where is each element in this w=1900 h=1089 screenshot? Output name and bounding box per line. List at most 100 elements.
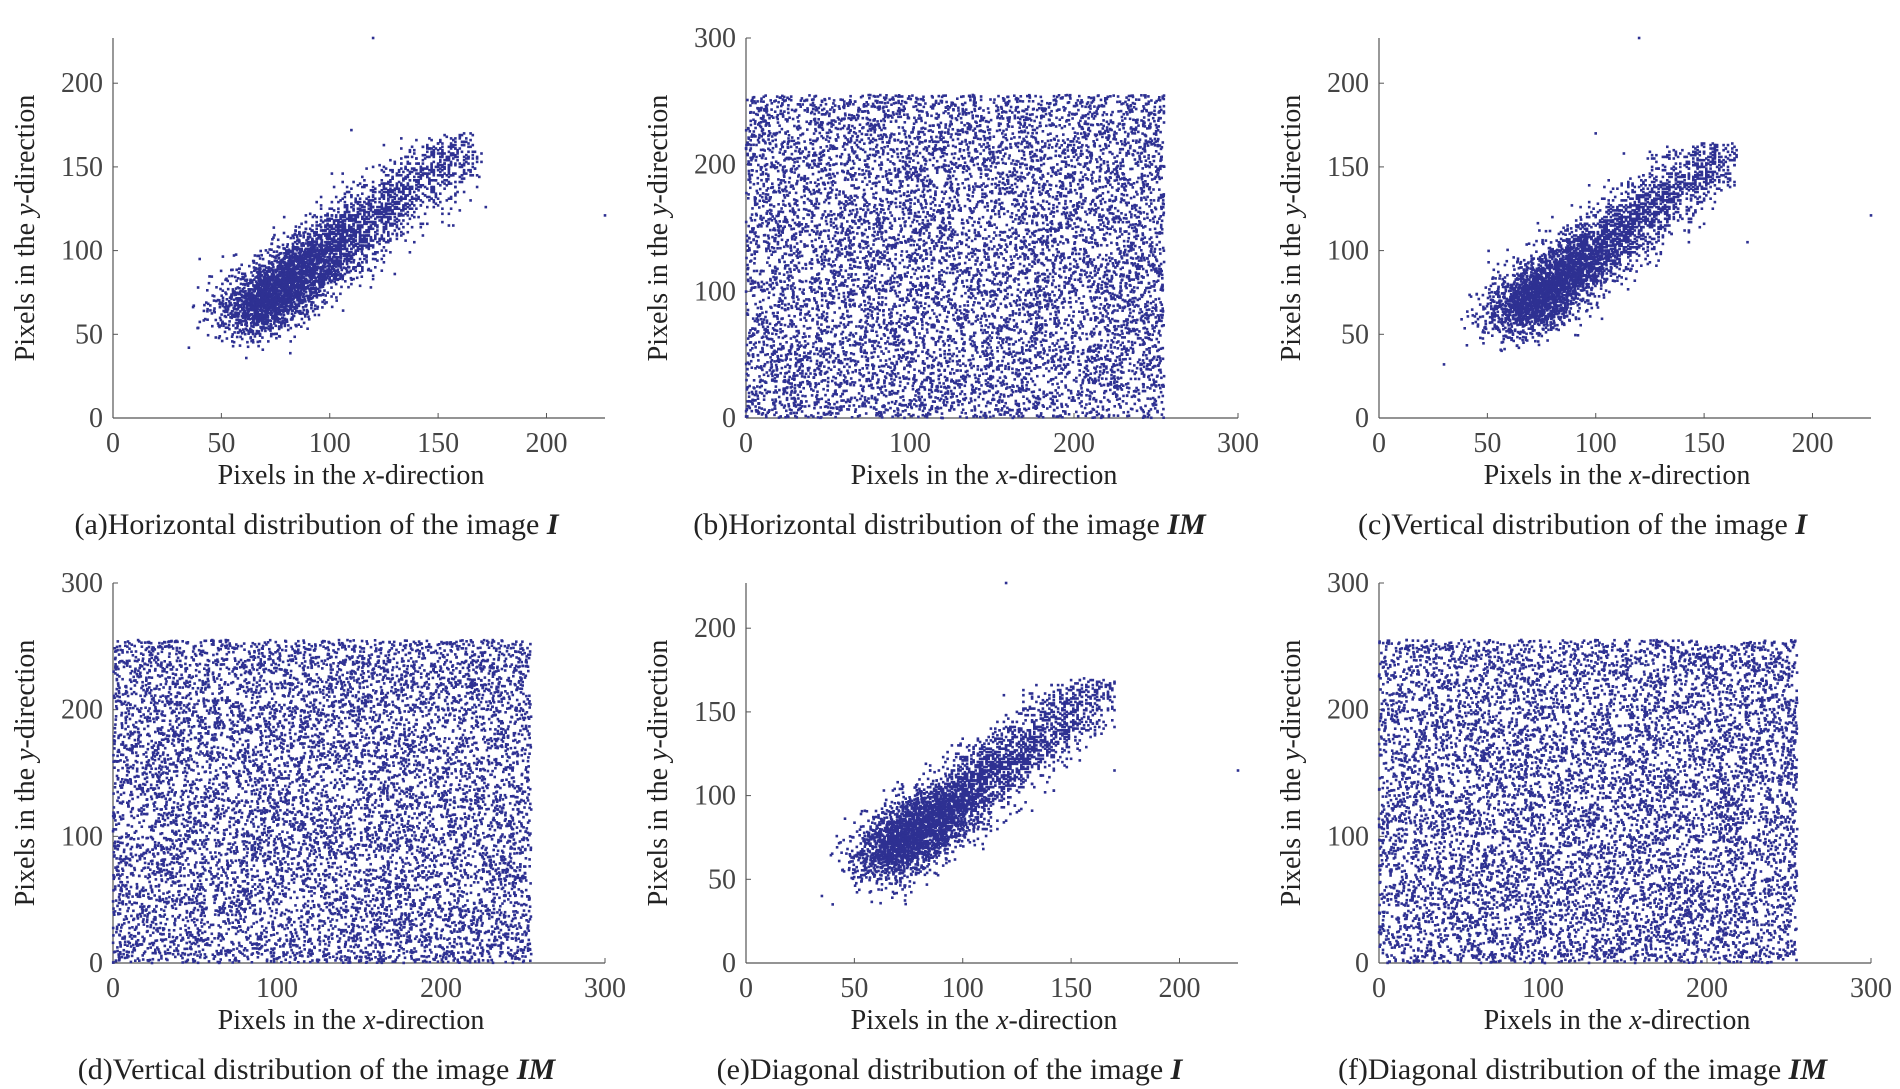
scatter-point [330, 200, 334, 204]
scatter-point [402, 190, 405, 194]
scatter-point [290, 318, 294, 321]
scatter-point [454, 155, 457, 159]
scatter-point [339, 251, 342, 254]
scatter-point [264, 290, 267, 293]
scatter-point [349, 276, 353, 280]
scatter-point [395, 194, 399, 197]
scatter-point [252, 308, 255, 312]
scatter-point [413, 152, 416, 155]
scatter-point [979, 172, 983, 176]
scatter-point [343, 230, 347, 234]
scatter-point [387, 232, 390, 236]
scatter-point [452, 145, 455, 149]
scatter-point [347, 227, 351, 231]
scatter-point [382, 165, 386, 169]
scatter-point [426, 155, 429, 159]
scatter-point [265, 281, 268, 284]
scatter-point [380, 207, 384, 210]
scatter-point [950, 116, 954, 120]
scatter-point [285, 262, 288, 265]
scatter-point [389, 222, 392, 226]
scatter-point [1033, 119, 1036, 123]
scatter-point [337, 210, 340, 214]
scatter-point [298, 273, 302, 276]
scatter-point [315, 200, 318, 204]
scatter-point [332, 209, 336, 212]
scatter-point [267, 303, 271, 306]
scatter-point [389, 224, 392, 227]
scatter-point [251, 259, 255, 263]
scatter-point [315, 294, 318, 298]
scatter-point [371, 257, 375, 261]
scatter-point [210, 312, 214, 315]
scatter-point [334, 244, 338, 247]
scatter-point [324, 214, 327, 217]
scatter-point [332, 269, 336, 272]
scatter-point [471, 157, 475, 160]
scatter-point [293, 284, 297, 287]
scatter-point [897, 344, 900, 347]
scatter-point [271, 293, 275, 296]
scatter-point [469, 138, 472, 142]
scatter-point [252, 325, 255, 329]
scatter-point [278, 260, 282, 263]
scatter-point [255, 309, 259, 313]
scatter-point [1079, 171, 1083, 174]
scatter-point [387, 217, 390, 221]
scatter-point [337, 271, 340, 274]
scatter-point [391, 184, 394, 187]
scatter-point [286, 235, 290, 238]
scatter-point [391, 204, 394, 207]
scatter-point [955, 266, 959, 270]
scatter-point [890, 132, 893, 136]
scatter-point [324, 269, 327, 272]
scatter-point [251, 329, 255, 333]
scatter-point [460, 140, 464, 144]
scatter-point [301, 301, 305, 304]
scatter-point [293, 253, 296, 256]
scatter-point [397, 187, 401, 190]
scatter-point [454, 180, 457, 184]
scatter-point [358, 225, 362, 229]
scatter-point [478, 175, 481, 179]
scatter-point [206, 318, 209, 321]
scatter-point [387, 230, 390, 234]
scatter-point [374, 209, 377, 212]
scatter-point [289, 307, 292, 310]
scatter-point [428, 177, 431, 180]
scatter-point [299, 271, 303, 274]
scatter-point [380, 210, 384, 214]
scatter-point [329, 268, 333, 272]
scatter-point [961, 408, 965, 411]
scatter-point [1111, 170, 1114, 174]
scatter-point [400, 199, 403, 202]
scatter-point [310, 306, 313, 310]
scatter-point [430, 187, 433, 190]
scatter-point [428, 168, 431, 172]
scatter-point [310, 267, 314, 270]
scatter-point [475, 157, 479, 160]
scatter-point [300, 261, 303, 264]
scatter-point [345, 252, 349, 256]
scatter-point [415, 138, 418, 142]
scatter-point [350, 194, 353, 197]
scatter-point [332, 230, 336, 234]
scatter-point [342, 259, 346, 263]
scatter-point [447, 175, 451, 179]
scatter-point [254, 306, 257, 309]
scatter-point [334, 195, 338, 199]
scatter-point [421, 158, 425, 162]
scatter-point [1137, 130, 1140, 134]
scatter-point [327, 270, 330, 273]
scatter-point [269, 329, 272, 332]
scatter-point [371, 195, 375, 199]
scatter-point [328, 234, 331, 237]
scatter-point [332, 273, 336, 276]
scatter-point [443, 179, 446, 182]
scatter-point [288, 280, 291, 284]
scatter-point [345, 271, 349, 274]
scatter-point [1028, 243, 1031, 246]
scatter-point [223, 305, 226, 309]
scatter-point [820, 339, 823, 343]
scatter-point [393, 192, 397, 195]
